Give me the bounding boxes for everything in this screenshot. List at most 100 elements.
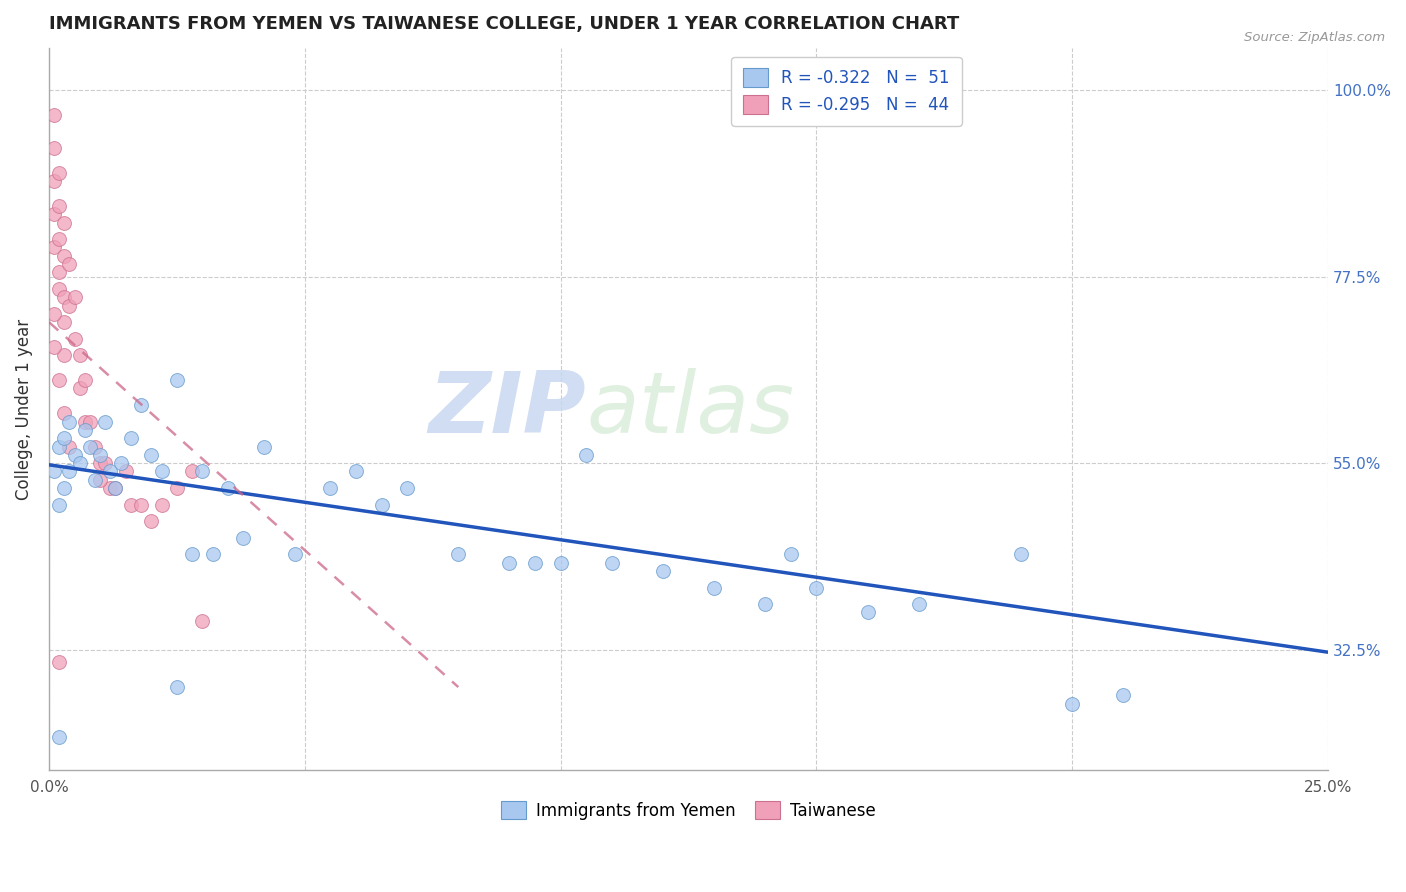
Legend: Immigrants from Yemen, Taiwanese: Immigrants from Yemen, Taiwanese (494, 795, 883, 827)
Point (69, 382, 91, 396)
Point (48, 199, 70, 213)
Point (42, 141, 65, 155)
Point (48, 440, 70, 454)
Point (524, 556, 547, 570)
Point (129, 398, 152, 412)
Point (94, 415, 117, 429)
Point (84, 440, 107, 454)
Text: ZIP: ZIP (429, 368, 586, 450)
Point (42, 465, 65, 479)
Point (79, 440, 101, 454)
Point (181, 547, 204, 561)
Point (703, 581, 725, 595)
Point (780, 547, 803, 561)
Point (141, 514, 163, 528)
Point (53, 290, 76, 304)
Y-axis label: College, Under 1 year: College, Under 1 year (15, 318, 32, 500)
Point (806, 581, 828, 595)
Point (498, 556, 520, 570)
Point (48, 655, 70, 669)
Point (69, 456, 91, 470)
Point (181, 465, 204, 479)
Point (652, 564, 675, 578)
Point (42, 240, 65, 254)
Point (1062, 697, 1084, 711)
Point (150, 498, 173, 512)
Point (42, 174, 65, 188)
Point (84, 473, 107, 487)
Point (42, 207, 65, 221)
Point (166, 373, 188, 387)
Point (907, 597, 929, 611)
Point (129, 498, 152, 512)
Point (69, 348, 91, 362)
Point (120, 498, 142, 512)
Point (53, 406, 76, 420)
Point (63, 290, 86, 304)
Point (73, 423, 96, 437)
Point (217, 481, 239, 495)
Point (575, 448, 598, 462)
Point (42, 340, 65, 354)
Point (191, 614, 214, 628)
Point (114, 465, 136, 479)
Point (53, 431, 76, 445)
Point (58, 257, 80, 271)
Point (1010, 547, 1032, 561)
Point (53, 249, 76, 263)
Point (1112, 689, 1135, 703)
Point (48, 265, 70, 279)
Point (100, 465, 122, 479)
Point (253, 440, 276, 454)
Point (89, 448, 111, 462)
Point (166, 481, 188, 495)
Point (100, 481, 122, 495)
Point (48, 166, 70, 180)
Point (344, 465, 367, 479)
Point (48, 373, 70, 387)
Point (232, 531, 254, 545)
Point (166, 680, 188, 694)
Point (201, 547, 224, 561)
Text: atlas: atlas (586, 368, 794, 450)
Point (58, 440, 80, 454)
Point (48, 282, 70, 296)
Point (53, 348, 76, 362)
Point (150, 465, 173, 479)
Point (73, 415, 96, 429)
Point (104, 481, 127, 495)
Point (396, 481, 419, 495)
Point (58, 299, 80, 313)
Point (600, 556, 623, 570)
Point (53, 481, 76, 495)
Point (120, 431, 142, 445)
Point (856, 606, 879, 620)
Point (89, 456, 111, 470)
Point (63, 448, 86, 462)
Point (104, 481, 127, 495)
Point (94, 456, 117, 470)
Point (319, 481, 342, 495)
Point (73, 373, 96, 387)
Text: IMMIGRANTS FROM YEMEN VS TAIWANESE COLLEGE, UNDER 1 YEAR CORRELATION CHART: IMMIGRANTS FROM YEMEN VS TAIWANESE COLLE… (49, 15, 959, 33)
Point (284, 547, 307, 561)
Point (447, 547, 470, 561)
Point (58, 465, 80, 479)
Point (110, 456, 132, 470)
Point (63, 332, 86, 346)
Point (48, 730, 70, 744)
Point (42, 307, 65, 321)
Point (550, 556, 572, 570)
Point (370, 498, 392, 512)
Text: Source: ZipAtlas.com: Source: ZipAtlas.com (1244, 31, 1385, 45)
Point (53, 315, 76, 329)
Point (79, 415, 101, 429)
Point (58, 415, 80, 429)
Point (42, 108, 65, 122)
Point (48, 232, 70, 246)
Point (191, 465, 214, 479)
Point (53, 216, 76, 230)
Point (141, 448, 163, 462)
Point (48, 498, 70, 512)
Point (89, 473, 111, 487)
